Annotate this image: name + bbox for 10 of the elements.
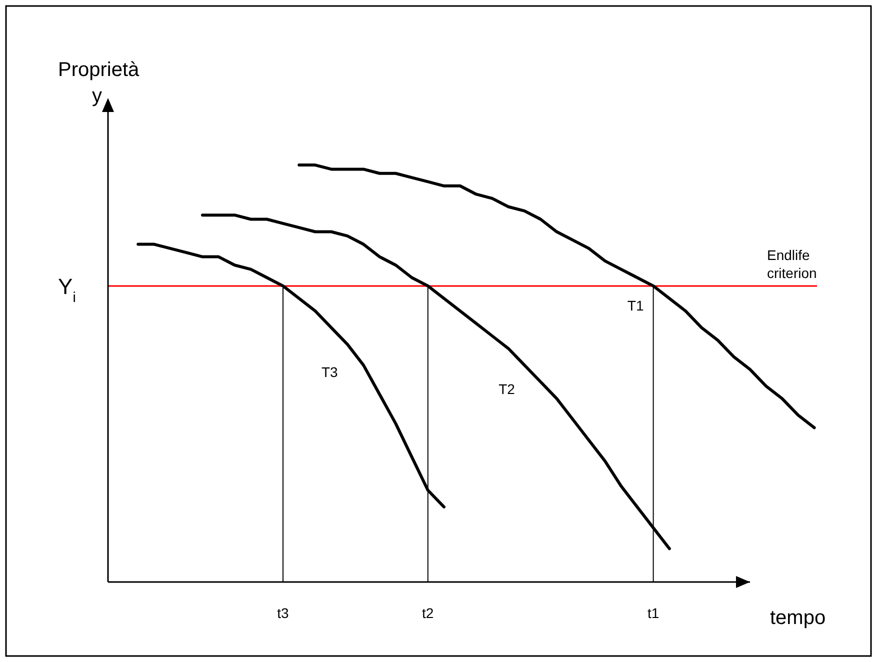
y-axis-title: Proprietà y — [58, 59, 140, 107]
series-label: T1 — [627, 297, 644, 314]
x-tick-label: t3 — [277, 605, 290, 621]
x-tick-label: t2 — [422, 605, 434, 621]
text: Y$_{i}$ — [58, 274, 76, 306]
ref-line-label: Endlife criterion — [767, 246, 817, 281]
x-tick-label: t1 — [647, 605, 660, 621]
series-label: T2 — [498, 380, 516, 397]
x-axis-title: tempo — [770, 607, 826, 629]
series-label: T3 — [322, 364, 338, 380]
